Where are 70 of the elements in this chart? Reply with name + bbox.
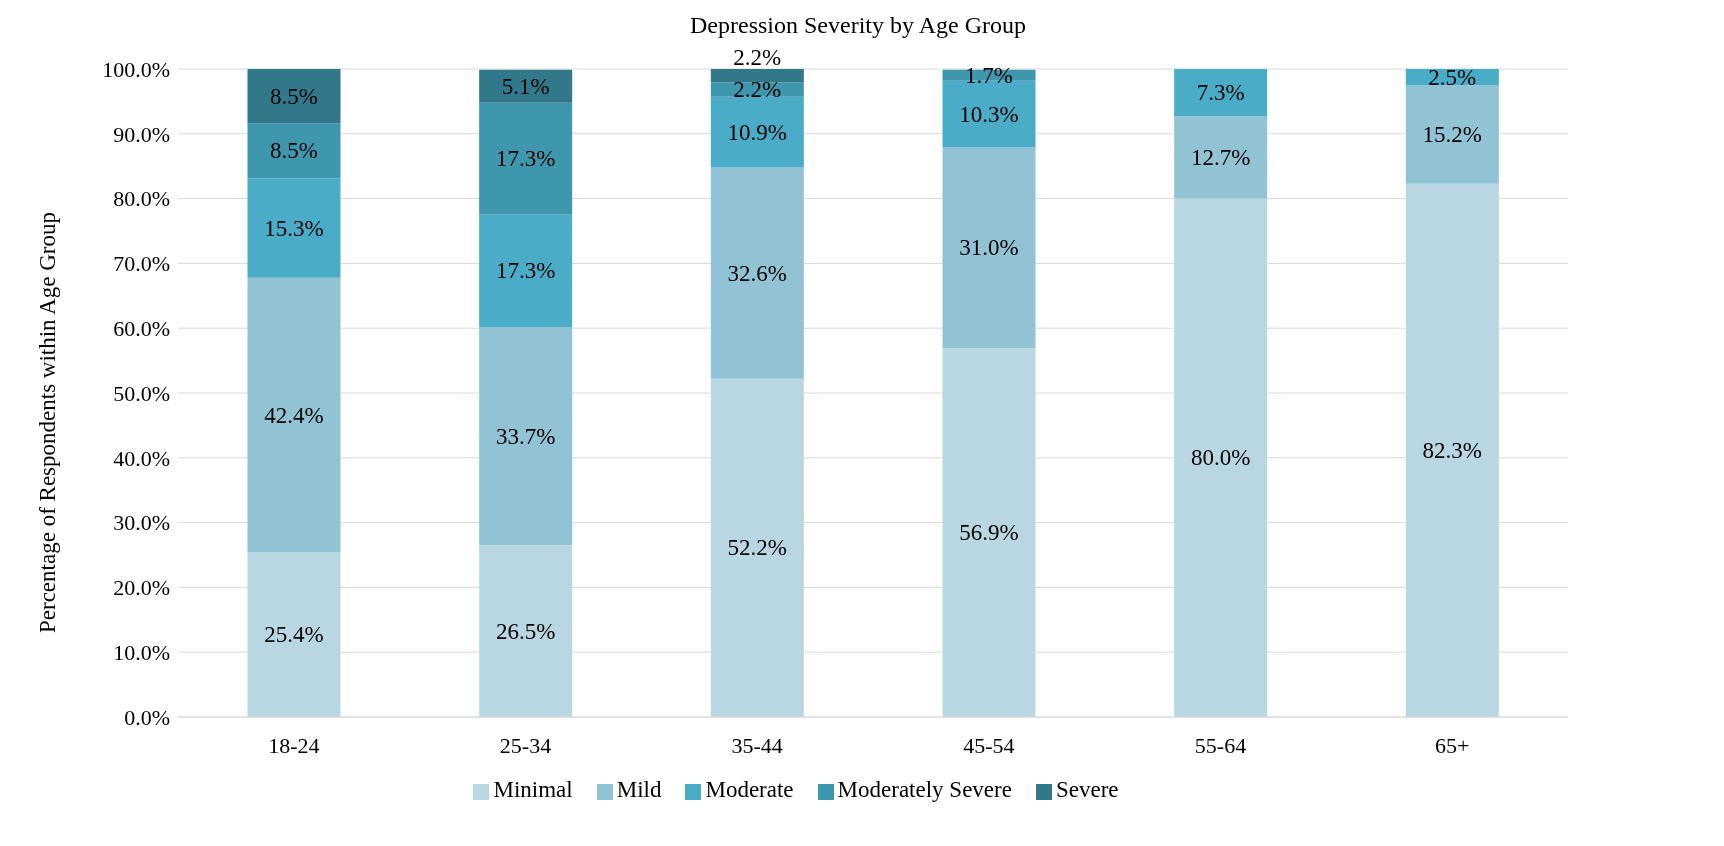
bar bbox=[479, 69, 573, 103]
y-tick-label: 100.0% bbox=[102, 56, 170, 82]
data-label: 26.5% bbox=[495, 618, 556, 644]
bar bbox=[710, 96, 804, 168]
data-label: 80.0% bbox=[1190, 445, 1251, 471]
data-label: 10.9% bbox=[727, 119, 788, 145]
y-tick-label: 60.0% bbox=[113, 316, 170, 342]
data-label: 33.7% bbox=[495, 423, 556, 449]
bar bbox=[1405, 183, 1499, 717]
data-label: 15.3% bbox=[264, 215, 324, 241]
bar bbox=[1174, 116, 1268, 199]
data-label: 17.3% bbox=[495, 146, 556, 172]
bar bbox=[710, 167, 804, 379]
data-label: 15.2% bbox=[1422, 121, 1483, 147]
y-tick-label: 0.0% bbox=[124, 704, 170, 730]
data-label: 8.5% bbox=[270, 138, 318, 164]
y-tick-label: 40.0% bbox=[113, 445, 170, 471]
bar bbox=[1174, 198, 1268, 717]
bar bbox=[942, 348, 1036, 717]
x-tick-label: 25-34 bbox=[499, 732, 552, 758]
bar bbox=[247, 552, 341, 717]
bar bbox=[479, 545, 573, 717]
bar bbox=[1174, 69, 1268, 117]
bar bbox=[479, 214, 573, 327]
data-label: 52.2% bbox=[727, 535, 788, 561]
y-tick-label: 80.0% bbox=[113, 186, 170, 212]
legend-label: Minimal bbox=[493, 777, 573, 802]
x-tick-label: 45-54 bbox=[963, 732, 1015, 758]
x-tick-label: 65+ bbox=[1434, 732, 1470, 758]
y-tick-label: 20.0% bbox=[113, 575, 170, 601]
y-tick-label: 90.0% bbox=[113, 121, 170, 147]
x-tick-label: 18-24 bbox=[268, 732, 320, 758]
bar bbox=[942, 147, 1036, 349]
x-tick-label: 55-64 bbox=[1194, 732, 1247, 758]
bar bbox=[247, 69, 341, 124]
legend-label: Severe bbox=[1055, 777, 1119, 802]
data-label: 8.5% bbox=[270, 83, 318, 109]
bar bbox=[247, 178, 341, 278]
data-label: 17.3% bbox=[495, 258, 556, 284]
data-label: 2.5% bbox=[1428, 64, 1477, 90]
data-label: 25.4% bbox=[264, 622, 324, 648]
x-tick-label: 35-44 bbox=[731, 732, 783, 758]
bar bbox=[710, 378, 804, 717]
data-label: 56.9% bbox=[959, 520, 1019, 546]
bar bbox=[710, 69, 804, 83]
y-tick-label: 10.0% bbox=[113, 640, 170, 666]
y-tick-label: 50.0% bbox=[113, 380, 170, 406]
data-label: 2.2% bbox=[733, 77, 782, 103]
legend-label: Mild bbox=[616, 777, 662, 802]
legend-label: Moderate bbox=[705, 777, 794, 802]
data-label: 5.1% bbox=[501, 73, 550, 99]
y-tick-label: 70.0% bbox=[113, 251, 170, 277]
y-tick-label: 30.0% bbox=[113, 510, 170, 536]
legend-label: Moderately Severe bbox=[837, 777, 1012, 802]
data-label: 32.6% bbox=[727, 260, 788, 286]
data-label: 2.2% bbox=[733, 44, 782, 70]
bar bbox=[479, 102, 573, 215]
bar bbox=[247, 123, 341, 179]
bar bbox=[479, 326, 573, 546]
data-label: 42.4% bbox=[264, 402, 324, 428]
y-axis-title: Percentage of Respondents within Age Group bbox=[35, 212, 61, 633]
bar bbox=[1405, 85, 1499, 184]
data-label: 82.3% bbox=[1422, 437, 1483, 463]
bar bbox=[247, 277, 341, 553]
data-label: 31.0% bbox=[959, 235, 1019, 261]
data-label: 10.3% bbox=[959, 101, 1019, 127]
data-label: 12.7% bbox=[1190, 144, 1251, 170]
data-label: 7.3% bbox=[1196, 80, 1245, 106]
data-label: 1.7% bbox=[965, 62, 1013, 88]
chart-title: Depression Severity by Age Group bbox=[689, 12, 1027, 39]
